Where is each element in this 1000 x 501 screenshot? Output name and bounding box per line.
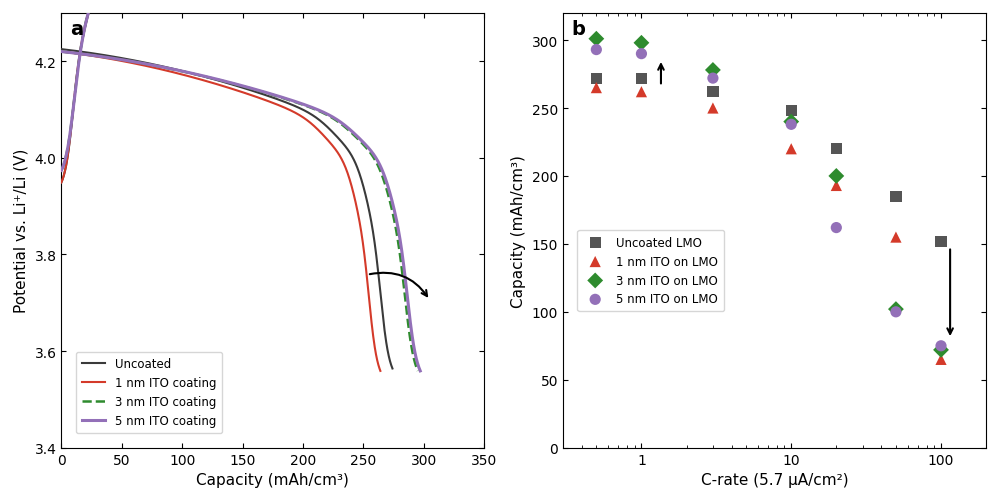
5 nm ITO on LMO (828, 224, 844, 232)
5 nm ITO on LMO (633, 51, 649, 59)
1 nm ITO on LMO (633, 89, 649, 97)
3 nm ITO on LMO (705, 67, 721, 75)
5 nm ITO on LMO (888, 308, 904, 316)
1 nm ITO on LMO (933, 356, 949, 364)
1 nm ITO on LMO (783, 145, 799, 153)
5 nm ITO on LMO (588, 47, 604, 55)
1 nm ITO on LMO (888, 233, 904, 241)
Y-axis label: Capacity (mAh/cm³): Capacity (mAh/cm³) (511, 154, 526, 307)
Legend: Uncoated, 1 nm ITO coating, 3 nm ITO coating, 5 nm ITO coating: Uncoated, 1 nm ITO coating, 3 nm ITO coa… (76, 352, 222, 433)
Uncoated LMO (705, 89, 721, 97)
Text: b: b (572, 21, 585, 40)
Uncoated LMO (888, 193, 904, 201)
3 nm ITO on LMO (588, 36, 604, 44)
Y-axis label: Potential vs. Li⁺/Li (V): Potential vs. Li⁺/Li (V) (14, 149, 29, 313)
Uncoated LMO (933, 237, 949, 245)
3 nm ITO on LMO (933, 346, 949, 354)
1 nm ITO on LMO (705, 105, 721, 113)
5 nm ITO on LMO (933, 342, 949, 350)
5 nm ITO on LMO (783, 121, 799, 129)
1 nm ITO on LMO (828, 182, 844, 190)
Legend: Uncoated LMO, 1 nm ITO on LMO, 3 nm ITO on LMO, 5 nm ITO on LMO: Uncoated LMO, 1 nm ITO on LMO, 3 nm ITO … (577, 230, 724, 312)
X-axis label: Capacity (mAh/cm³): Capacity (mAh/cm³) (196, 472, 349, 487)
3 nm ITO on LMO (828, 172, 844, 180)
1 nm ITO on LMO (588, 85, 604, 93)
5 nm ITO on LMO (705, 75, 721, 83)
Uncoated LMO (633, 75, 649, 83)
Uncoated LMO (783, 108, 799, 116)
3 nm ITO on LMO (783, 118, 799, 126)
3 nm ITO on LMO (888, 306, 904, 314)
Uncoated LMO (588, 75, 604, 83)
3 nm ITO on LMO (633, 40, 649, 48)
Text: a: a (70, 21, 83, 40)
Uncoated LMO (828, 145, 844, 153)
X-axis label: C-rate (5.7 μA/cm²): C-rate (5.7 μA/cm²) (701, 472, 848, 487)
